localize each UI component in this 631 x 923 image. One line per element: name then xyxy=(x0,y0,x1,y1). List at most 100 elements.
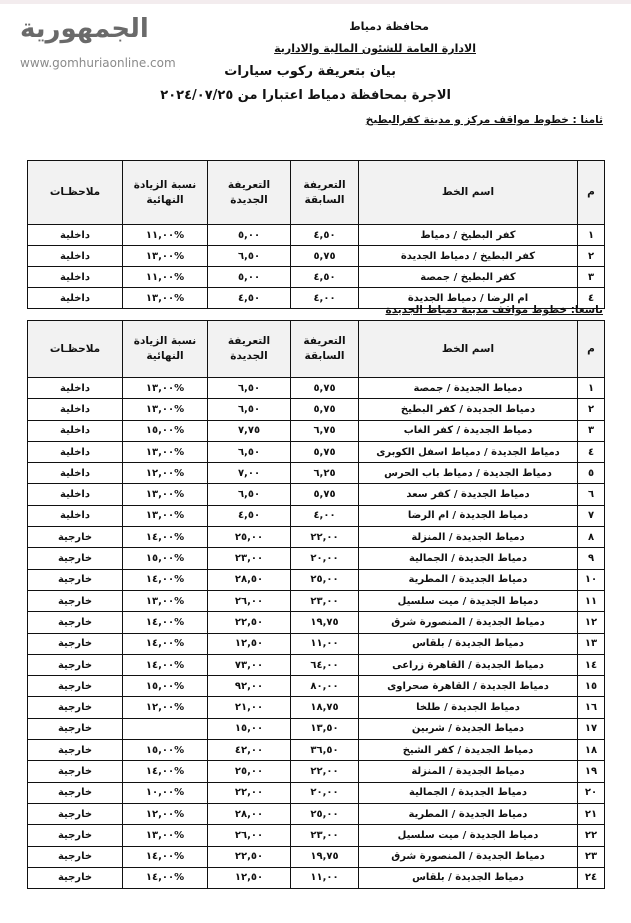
cell-pct: %١٥,٠٠ xyxy=(122,675,208,698)
cell-name: دمياط الجديدة / المنصورة شرق xyxy=(358,845,578,868)
top-border xyxy=(0,0,631,4)
table-row: ٢٢ دمياط الجديدة / ميت سلسيل ٢٣,٠٠ ٢٦,٠٠ %١٣… xyxy=(27,824,605,847)
cell-new: ٢٥,٠٠ xyxy=(207,760,291,783)
cell-no: ٢ xyxy=(577,398,605,421)
cell-new: ٧,٠٠ xyxy=(207,462,291,485)
section8-title: ثامنا : خطوط مواقف مركز و مدينة كفرالبطي… xyxy=(365,114,603,126)
cell-name: دمياط الجديدة / ميت سلسيل xyxy=(358,589,578,613)
watermark-logo: الجمهورية xyxy=(20,14,149,44)
table-row: ١٦ دمياط الجديدة / طلخا ١٨,٧٥ ٢١,٠٠ %١٢,٠٠ خا… xyxy=(27,696,605,719)
section9-title: تاسعا: خطوط مواقف مدينة دمياط الجديدة xyxy=(385,304,603,316)
cell-pct: %١٤,٠٠ xyxy=(122,760,208,783)
cell-name: كفر البطيخ / جمصة xyxy=(358,266,578,288)
cell-name: دمياط الجديدة / الجمالية xyxy=(358,781,578,804)
cell-new: ٩٢,٠٠ xyxy=(207,675,291,698)
cell-note: داخلية xyxy=(27,398,123,421)
table-row: ١٩ دمياط الجديدة / المنزلة ٢٢,٠٠ ٢٥,٠٠ %١٤,٠… xyxy=(27,760,605,783)
cell-note: خارجية xyxy=(27,653,123,677)
cell-new: ٦,٥٠ xyxy=(207,245,291,267)
cell-note: خارجية xyxy=(27,547,123,570)
cell-pct: %١٣,٠٠ xyxy=(122,440,208,464)
cell-note: خارجية xyxy=(27,675,123,698)
cell-new: ٢٣,٠٠ xyxy=(207,547,291,570)
section9-table: م اسم الخط التعريفة السابقة التعريفة الج… xyxy=(27,320,605,890)
cell-pct: %١٤,٠٠ xyxy=(122,611,208,634)
col-prev-label: التعريفة السابقة xyxy=(303,178,346,206)
cell-name: دمياط الجديدة / شربين xyxy=(358,717,578,741)
table-row: ١ كفر البطيخ / دمياط ٤,٥٠ ٥,٠٠ %١١,٠٠ داخلية xyxy=(27,224,605,246)
col-new-label: التعريفة الجديدة xyxy=(227,178,271,206)
cell-no: ٨ xyxy=(577,526,605,549)
cell-name: دمياط الجديدة / بلقاس xyxy=(358,866,578,890)
cell-no: ١٧ xyxy=(577,717,605,741)
cell-new: ٥,٠٠ xyxy=(207,224,291,246)
cell-note: خارجية xyxy=(27,589,123,613)
table-row: ٨ دمياط الجديدة / المنزلة ٢٢,٠٠ ٢٥,٠٠ %١٤,٠٠… xyxy=(27,526,605,549)
cell-prev: ١١,٠٠ xyxy=(290,632,359,655)
cell-prev: ٢٠,٠٠ xyxy=(290,547,359,570)
cell-prev: ٦,٢٥ xyxy=(290,462,359,485)
cell-no: ٢ xyxy=(577,245,605,267)
cell-name: دمياط الجديدة / كفر سعد xyxy=(358,483,578,506)
cell-pct: %١٤,٠٠ xyxy=(122,653,208,677)
cell-note: خارجية xyxy=(27,739,123,762)
col-new: التعريفة الجديدة xyxy=(207,160,291,225)
cell-name: دمياط الجديدة / دمياط باب الحرس xyxy=(358,462,578,485)
cell-note: داخلية xyxy=(27,224,123,246)
table-row: ١٥ دمياط الجديدة / القاهرة صحراوى ٨٠,٠٠ ٩٢,… xyxy=(27,675,605,698)
cell-pct: %١٥,٠٠ xyxy=(122,419,208,442)
cell-new: ٦,٥٠ xyxy=(207,483,291,506)
col-pct-label: نسبة الزيادة النهائية xyxy=(133,178,197,206)
cell-new: ١٢,٥٠ xyxy=(207,632,291,655)
document-subtitle: الاجرة بمحافظة دمياط اعتبارا من ٢٠٢٤/٠٧/… xyxy=(160,88,451,103)
table-row: ٣ دمياط الجديدة / كفر الغاب ٦,٧٥ ٧,٧٥ %١٥,٠٠… xyxy=(27,419,605,442)
cell-new: ٢٦,٠٠ xyxy=(207,824,291,847)
cell-prev: ٢٠,٠٠ xyxy=(290,781,359,804)
cell-pct: %١٤,٠٠ xyxy=(122,632,208,655)
table-row: ٢٤ دمياط الجديدة / بلقاس ١١,٠٠ ١٢,٥٠ %١٤,٠٠ خ… xyxy=(27,866,605,890)
cell-no: ٦ xyxy=(577,483,605,506)
cell-new: ٦,٥٠ xyxy=(207,376,291,400)
col-no: م xyxy=(577,160,605,225)
cell-name: دمياط الجديدة / المطرية xyxy=(358,568,578,591)
cell-no: ٤ xyxy=(577,440,605,464)
cell-name: ام الرضا / دمياط الجديدة xyxy=(358,287,578,309)
cell-note: خارجية xyxy=(27,802,123,826)
cell-prev: ٥,٧٥ xyxy=(290,483,359,506)
cell-prev: ٨٠,٠٠ xyxy=(290,675,359,698)
cell-no: ١ xyxy=(577,376,605,400)
cell-note: خارجية xyxy=(27,526,123,549)
cell-note: خارجية xyxy=(27,696,123,719)
cell-no: ١ xyxy=(577,224,605,246)
table-row: ١٢ دمياط الجديدة / المنصورة شرق ١٩,٧٥ ٢٢,٥٠… xyxy=(27,611,605,634)
cell-name: دمياط الجديدة / المنزلة xyxy=(358,760,578,783)
cell-prev: ٢٥,٠٠ xyxy=(290,568,359,591)
cell-new: ٢٥,٠٠ xyxy=(207,526,291,549)
cell-name: دمياط الجديدة / كفر البطيخ xyxy=(358,398,578,421)
cell-no: ١٤ xyxy=(577,653,605,677)
table-row: ١٤ دمياط الجديدة / القاهرة زراعى ٦٤,٠٠ ٧٣,٠… xyxy=(27,653,605,677)
cell-name: دمياط الجديدة / جمصة xyxy=(358,376,578,400)
table-row: ١ دمياط الجديدة / جمصة ٥,٧٥ ٦,٥٠ %١٣,٠٠ داخلي… xyxy=(27,376,605,400)
cell-prev: ٢٣,٠٠ xyxy=(290,589,359,613)
cell-prev: ٤,٠٠ xyxy=(290,287,359,309)
cell-pct: %١٢,٠٠ xyxy=(122,462,208,485)
cell-new: ٥,٠٠ xyxy=(207,266,291,288)
cell-prev: ٦,٧٥ xyxy=(290,419,359,442)
cell-pct: %١٣,٠٠ xyxy=(122,589,208,613)
cell-new: ٤٢,٠٠ xyxy=(207,739,291,762)
table-row: ٢٠ دمياط الجديدة / الجمالية ٢٠,٠٠ ٢٢,٠٠ %١٠,… xyxy=(27,781,605,804)
cell-new: ١٥,٠٠ xyxy=(207,717,291,741)
table-row: ١٨ دمياط الجديدة / كفر الشيخ ٣٦,٥٠ ٤٢,٠٠ %١٥… xyxy=(27,739,605,762)
cell-no: ١٠ xyxy=(577,568,605,591)
cell-note: خارجية xyxy=(27,568,123,591)
cell-new: ٢٦,٠٠ xyxy=(207,589,291,613)
cell-name: كفر البطيخ / دمياط xyxy=(358,224,578,246)
cell-name: دمياط الجديدة / المطرية xyxy=(358,802,578,826)
cell-note: خارجية xyxy=(27,824,123,847)
cell-note: داخلية xyxy=(27,245,123,267)
cell-pct: %١٠,٠٠ xyxy=(122,781,208,804)
cell-note: خارجية xyxy=(27,717,123,741)
cell-new: ٢١,٠٠ xyxy=(207,696,291,719)
cell-note: خارجية xyxy=(27,760,123,783)
